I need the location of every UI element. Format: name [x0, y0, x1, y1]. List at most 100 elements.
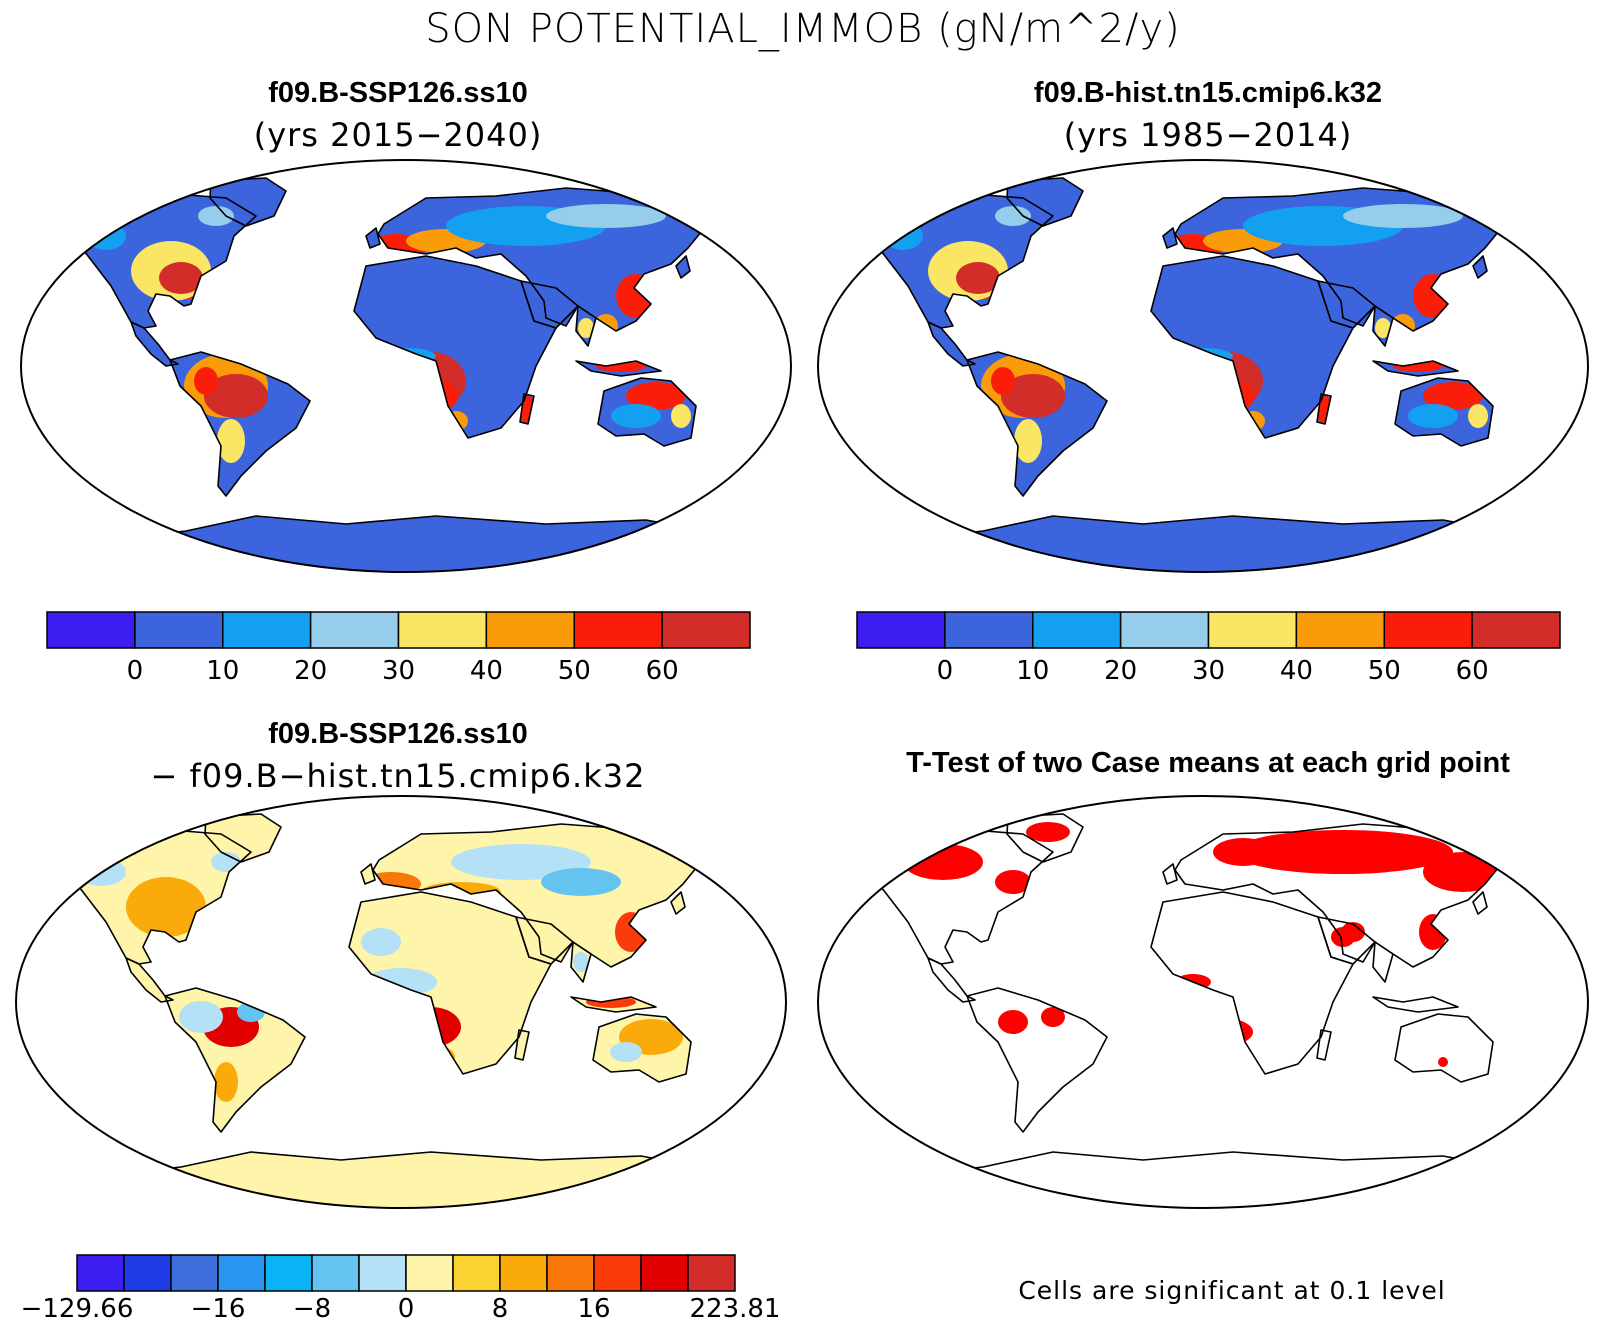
coast-namerica — [69, 193, 257, 329]
field-patch — [1468, 404, 1488, 428]
panel2-subtitle: (yrs 1985−2014) — [1064, 116, 1353, 154]
colorbar-box — [452, 1254, 501, 1292]
colorbar-box — [397, 611, 488, 649]
panel4-title: T-Test of two Case means at each grid po… — [906, 747, 1510, 779]
field-patch — [179, 1001, 223, 1033]
field-patch — [1375, 318, 1391, 338]
field-patch — [401, 1007, 461, 1047]
colorbar-box — [687, 1254, 736, 1292]
panel3-title: f09.B-SSP126.ss10 — [268, 718, 528, 750]
coast-camerica — [927, 957, 976, 1003]
coast-madagascar — [1316, 1029, 1332, 1061]
colorbar-box — [1119, 611, 1210, 649]
colorbar-label: 30 — [1192, 656, 1225, 686]
colorbar-label: 50 — [1368, 656, 1401, 686]
colorbar-box — [358, 1254, 407, 1292]
field-patch — [1041, 1007, 1065, 1027]
coast-namerica — [64, 829, 252, 965]
coast-namerica — [866, 193, 1054, 329]
map-panel-ttest — [866, 813, 1544, 1208]
coast-japan — [675, 255, 691, 279]
field-patch — [671, 404, 691, 428]
coast-japan — [670, 891, 686, 915]
field-patch — [1026, 822, 1070, 842]
colorbar-label: 10 — [206, 656, 239, 686]
colorbar-box — [46, 611, 136, 649]
field-patch — [573, 952, 589, 972]
field-patch — [626, 382, 686, 410]
field-patch — [427, 1047, 455, 1067]
coast-madagascar — [519, 393, 535, 425]
field-patch — [126, 877, 206, 937]
colorbar-label: 50 — [558, 656, 591, 686]
coast-india — [570, 941, 592, 983]
colorbar-label: 20 — [1104, 656, 1137, 686]
field-patch — [1211, 380, 1255, 412]
coast-madagascar — [514, 1029, 530, 1061]
field-patch — [1423, 852, 1503, 892]
land-africa — [1151, 892, 1353, 1074]
field-patch — [611, 404, 661, 428]
field-patch — [616, 274, 656, 318]
map4-border — [817, 795, 1589, 1209]
colorbar-box — [264, 1254, 313, 1292]
field-patch — [1193, 1018, 1253, 1046]
coast-greenland — [204, 813, 282, 863]
field-patch — [956, 262, 1000, 294]
panel1-title: f09.B-SSP126.ss10 — [268, 77, 528, 109]
colorbar-label: 60 — [1456, 656, 1489, 686]
panel2-title: f09.B-hist.tn15.cmip6.k32 — [1034, 77, 1382, 109]
colorbar-box — [499, 1254, 548, 1292]
coast-japan — [1472, 255, 1488, 279]
colorbar-label: 40 — [470, 656, 503, 686]
field-patch — [995, 870, 1031, 894]
field-patch — [198, 206, 234, 226]
colorbar-box — [593, 1254, 642, 1292]
colorbar-label: 8 — [492, 1294, 509, 1323]
colorbar-label: 16 — [577, 1294, 610, 1323]
coast-india — [1372, 305, 1394, 347]
colorbar-box — [123, 1254, 172, 1292]
colorbar-label: 223.81 — [690, 1294, 781, 1323]
colorbar-label: −16 — [191, 1294, 246, 1323]
field-patch — [1241, 411, 1265, 431]
field-patch — [414, 380, 458, 412]
significance-note: Cells are significant at 0.1 level — [1018, 1276, 1445, 1305]
field-patch — [1343, 204, 1463, 228]
map-panel-case2 — [866, 177, 1544, 572]
coast-africa — [348, 891, 552, 1075]
coast-indonesia — [1372, 360, 1459, 377]
coast-greenland — [209, 177, 287, 227]
colorbar-label: 10 — [1016, 656, 1049, 686]
map3-border — [15, 795, 787, 1209]
field-patch — [361, 928, 401, 956]
field-patch — [1438, 1057, 1448, 1067]
field-patch — [995, 206, 1031, 226]
colorbar-box — [222, 611, 312, 649]
map-panel-case1 — [69, 177, 747, 572]
colorbar-case1: 0 10 20 30 40 50 60 — [46, 611, 751, 686]
field-patch — [1423, 382, 1483, 410]
coast-australia — [1394, 377, 1494, 447]
colorbar-box — [76, 1254, 125, 1292]
coast-britain — [1162, 227, 1178, 249]
colorbar-box — [405, 1254, 454, 1292]
colorbar-box — [217, 1254, 266, 1292]
coast-greenland — [1006, 177, 1084, 227]
colorbar-box — [1471, 611, 1561, 649]
colorbar-box — [640, 1254, 689, 1292]
coast-samerica — [966, 351, 1108, 497]
panel3-subtitle: − f09.B−hist.tn15.cmip6.k32 — [151, 757, 646, 795]
field-patch — [615, 912, 647, 952]
land-greenland — [205, 814, 281, 862]
coast-india — [575, 305, 597, 347]
colorbar-label: 60 — [646, 656, 679, 686]
colorbar-label: 0 — [937, 656, 954, 686]
map1-border — [20, 159, 792, 573]
coast-indonesia — [575, 360, 662, 377]
map-panel-difference — [64, 813, 742, 1208]
land-arabia — [521, 281, 578, 328]
colorbar-box — [309, 611, 400, 649]
colorbar-label: 20 — [294, 656, 327, 686]
